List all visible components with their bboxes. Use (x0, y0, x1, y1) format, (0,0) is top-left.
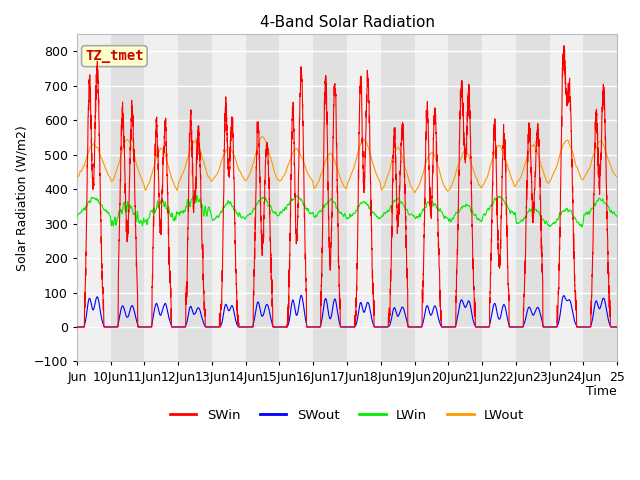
Bar (313, 34, 347, 361)
SWin (367, 204, 374, 209)
LWin (193, 193, 201, 199)
Bar (516, 34, 550, 361)
SWout (613, 324, 621, 330)
LWout (495, 143, 503, 148)
SWin (73, 324, 81, 330)
Title: 4-Band Solar Radiation: 4-Band Solar Radiation (259, 15, 435, 30)
Bar (381, 34, 415, 361)
SWout (396, 309, 404, 315)
Line: LWout: LWout (77, 136, 617, 193)
Bar (111, 34, 145, 361)
LWin (185, 199, 193, 205)
LWin (522, 214, 529, 219)
SWin (522, 254, 529, 260)
LWin (396, 198, 404, 204)
LWout (396, 147, 404, 153)
Bar (583, 34, 617, 361)
LWin (613, 213, 621, 218)
SWin (613, 324, 621, 330)
Legend: SWin, SWout, LWin, LWout: SWin, SWout, LWin, LWout (164, 403, 530, 427)
SWout (185, 309, 193, 314)
LWin (495, 193, 503, 199)
LWout (259, 133, 266, 139)
Y-axis label: Solar Radiation (W/m2): Solar Radiation (W/m2) (15, 125, 28, 271)
LWin (367, 207, 375, 213)
Bar (448, 34, 482, 361)
LWin (578, 224, 586, 230)
SWin (560, 43, 568, 48)
SWout (536, 309, 543, 314)
LWout (185, 150, 193, 156)
LWout (522, 159, 529, 165)
SWin (495, 263, 503, 268)
SWin (396, 184, 404, 190)
SWout (522, 316, 529, 322)
LWout (613, 174, 621, 180)
X-axis label: Time: Time (586, 385, 617, 398)
SWout (298, 292, 305, 298)
SWout (495, 316, 503, 322)
SWout (367, 312, 375, 318)
Bar (246, 34, 280, 361)
LWin (73, 214, 81, 219)
SWin (536, 163, 543, 168)
LWout (73, 174, 81, 180)
SWout (73, 324, 81, 330)
Line: SWin: SWin (77, 46, 617, 327)
LWout (367, 154, 375, 159)
Line: LWin: LWin (77, 196, 617, 227)
Bar (178, 34, 212, 361)
Line: SWout: SWout (77, 295, 617, 327)
LWin (536, 211, 543, 217)
Text: TZ_tmet: TZ_tmet (85, 49, 144, 63)
LWout (411, 190, 419, 196)
LWout (536, 157, 543, 163)
SWin (185, 170, 193, 176)
